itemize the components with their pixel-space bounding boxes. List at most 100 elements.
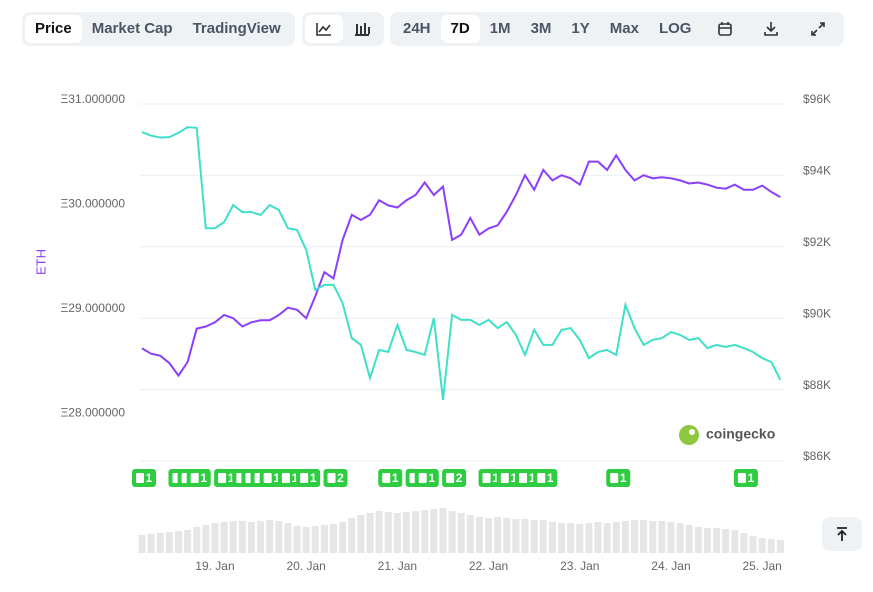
line-chart-button[interactable] [305,15,343,43]
news-marker: 1 [296,469,321,487]
volume-bar [156,533,164,553]
volume-bar [767,539,775,553]
volume-bar [758,538,766,553]
news-count: 1 [428,471,435,485]
news-marker: 1 [378,469,403,487]
range-tab[interactable]: 7D [440,15,480,43]
news-icon [418,473,427,483]
volume-bar [512,519,520,553]
news-count: 2 [337,471,344,485]
volume-bar [174,531,182,553]
news-count: 1 [620,471,627,485]
range-tab[interactable]: 1M [489,20,511,37]
volume-bar [494,517,502,553]
news-count: 1 [146,471,153,485]
volume-bar [339,522,347,553]
y-tick-label: Ξ28.000000 [60,405,125,419]
download-button[interactable] [748,15,795,43]
candle-chart-button[interactable] [343,15,381,43]
y2-tick-label: $92K [803,235,831,249]
volume-bar [731,530,739,553]
volume-bar [402,512,410,553]
news-count: 1 [228,471,235,485]
fullscreen-button[interactable] [794,15,841,43]
news-icon [327,473,336,483]
volume-bar [503,518,511,553]
volume-bar [558,523,566,553]
volume-bar [147,534,155,553]
y-axis-label: ETH [33,249,48,275]
volume-bar [585,523,593,553]
news-marker: 1 [214,469,239,487]
y-tick-label: Ξ31.000000 [60,92,125,106]
range-tab[interactable]: Max [609,20,639,37]
chart-type-tabs [302,12,384,46]
x-tick-label: 22. Jan [469,559,508,573]
volume-bar [320,525,328,553]
y2-tick-label: $96K [803,92,831,106]
news-count: 1 [547,471,554,485]
volume-bar [266,520,274,553]
volume-bar [247,522,255,553]
range-tab[interactable]: LOG [658,20,692,37]
volume-bar [621,521,629,553]
y2-tick-label: $88K [803,378,831,392]
scroll-top-button[interactable] [822,517,862,551]
volume-bar [311,526,319,553]
volume-bar [658,521,666,553]
news-icon [263,473,272,483]
news-count: 1 [273,471,280,485]
volume-bar [193,527,201,553]
range-tabs: 24H 7D 1M 3M 1Y Max LOG [390,12,844,46]
range-tab[interactable]: 1Y [571,20,590,37]
news-marker: 1 [496,469,521,487]
news-count: 1 [510,471,517,485]
news-count: 2 [456,471,463,485]
news-marker: 1 [515,469,540,487]
volume-bar [722,529,730,553]
volume-bar [567,523,575,553]
calendar-button[interactable] [701,15,748,43]
news-count: 1 [310,471,317,485]
x-tick-label: 25. Jan [742,559,781,573]
news-marker: 1 [606,469,631,487]
view-tab[interactable]: Price [25,15,82,43]
x-tick-label: 21. Jan [378,559,417,573]
news-icon [136,473,144,483]
volume-bar [393,513,401,553]
x-tick-label: 23. Jan [560,559,599,573]
volume-bar [603,523,611,553]
range-tab[interactable]: 24H [403,20,431,37]
y-tick-label: Ξ29.000000 [60,301,125,315]
view-tab[interactable]: TradingView [192,20,281,37]
news-icon [610,473,619,483]
news-icon [446,473,455,483]
news-marker: 2 [442,469,467,487]
news-count: 1 [748,471,755,485]
news-icon [737,473,746,483]
news-count: 1 [529,471,536,485]
news-marker: 1 [478,469,503,487]
volume-bar [302,527,310,553]
volume-bar [749,536,757,553]
volume-bar [594,522,602,553]
news-icon [218,473,227,483]
view-tab[interactable]: Market Cap [91,20,173,37]
price-line [141,153,781,378]
volume-bar [348,518,356,553]
y2-tick-label: $86K [803,449,831,463]
volume-bar [485,518,493,553]
news-icon [382,473,391,483]
volume-bar [284,523,292,553]
volume-bar [612,522,620,553]
news-icon [500,473,509,483]
volume-bar [713,528,721,553]
news-count: 1 [200,471,207,485]
volume-bar [220,522,228,553]
volume-bar [412,511,420,553]
range-tab[interactable]: 3M [530,20,552,37]
volume-bar [357,515,365,553]
volume-bar [448,511,456,553]
news-icon [300,473,309,483]
